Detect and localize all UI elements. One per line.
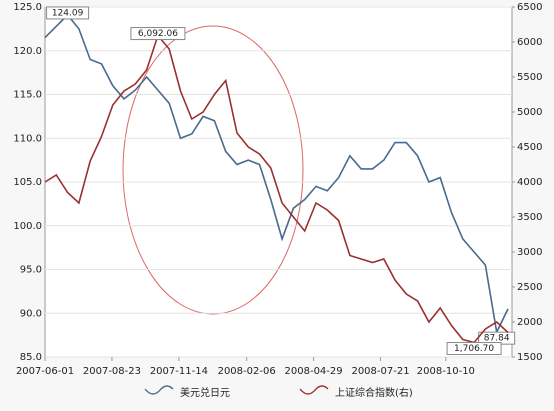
y2-tick-label: 6000	[517, 37, 542, 48]
y2-tick-label: 4500	[517, 142, 542, 153]
series-line	[44, 33, 509, 344]
y-tick-label: 120.0	[13, 46, 42, 57]
y2-tick-label: 5500	[517, 72, 542, 83]
series-line	[44, 13, 509, 335]
y2-tick-label: 3000	[517, 247, 542, 258]
y2-tick-label: 2500	[517, 282, 542, 293]
x-tick-label: 2008-02-06	[218, 366, 276, 377]
x-tick-label: 2008-10-10	[417, 366, 475, 377]
y2-tick-label: 3500	[517, 212, 542, 223]
x-tick-label: 2008-07-21	[351, 366, 409, 377]
y2-tick-label: 4000	[517, 177, 542, 188]
y-tick-label: 110.0	[13, 133, 42, 144]
value-label-box	[130, 27, 186, 41]
y-tick-label: 125.0	[13, 2, 42, 13]
y-tick-label: 90.0	[20, 308, 42, 319]
legend-label: 上证综合指数(右)	[335, 386, 413, 399]
value-label: 6,092.06	[138, 29, 178, 39]
x-tick-label: 2007-11-14	[150, 366, 208, 377]
y2-tick-label: 2000	[517, 317, 542, 328]
highlight-ellipse	[122, 25, 304, 315]
y2-tick-label: 5000	[517, 107, 542, 118]
value-label: 124.09	[52, 8, 84, 18]
y-tick-label: 100.0	[13, 221, 42, 232]
x-tick-label: 2008-04-29	[285, 366, 343, 377]
y-tick-label: 85.0	[20, 352, 42, 363]
value-label: 87.84	[484, 334, 510, 344]
value-label: 1,706.70	[454, 344, 494, 354]
y2-tick-label: 1500	[517, 352, 542, 363]
value-label-box	[46, 6, 90, 20]
y-tick-label: 95.0	[20, 265, 42, 276]
legend-label: 美元兑日元	[180, 386, 230, 399]
x-tick-label: 2007-08-23	[83, 366, 141, 377]
x-tick-label: 2007-06-01	[16, 366, 74, 377]
y2-tick-label: 6500	[517, 2, 542, 13]
y-tick-label: 115.0	[13, 90, 42, 101]
legend-swatch	[299, 385, 329, 395]
legend-swatch	[144, 385, 174, 395]
y-tick-label: 105.0	[13, 177, 42, 188]
value-label-box	[446, 342, 502, 356]
